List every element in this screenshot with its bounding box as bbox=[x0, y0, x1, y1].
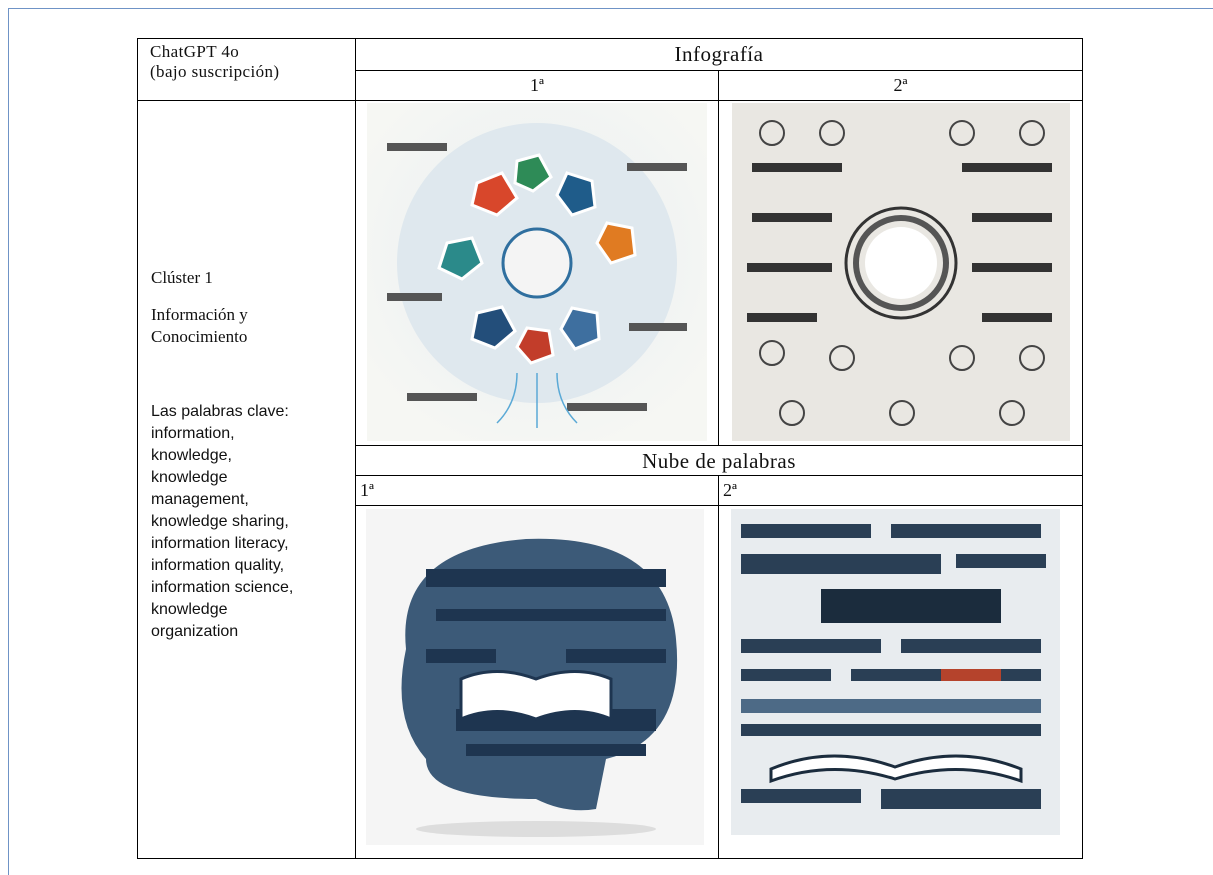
keyword-line: information, bbox=[151, 425, 235, 442]
row-label-cell: Clúster 1 Información y Conocimiento Las… bbox=[137, 100, 356, 859]
model-name: ChatGPT 4o bbox=[150, 42, 240, 61]
cluster-name: Clúster 1 bbox=[151, 268, 213, 287]
cluster-topic: Información y Conocimiento bbox=[151, 304, 355, 348]
keyword-line: knowledge, bbox=[151, 447, 232, 464]
infographic-image bbox=[367, 103, 707, 441]
keyword-line: knowledge bbox=[151, 469, 228, 486]
column-label: 1ª bbox=[355, 475, 719, 506]
keyword-line: information science, bbox=[151, 579, 294, 596]
keywords-heading: Las palabras clave: bbox=[151, 403, 289, 420]
corner-cell: ChatGPT 4o (bajo suscripción) bbox=[137, 38, 356, 101]
image-cell bbox=[718, 505, 1083, 859]
frame-border bbox=[8, 8, 9, 875]
column-label: 2ª bbox=[718, 475, 1083, 506]
infographic-image bbox=[732, 103, 1070, 441]
keyword-line: information quality, bbox=[151, 557, 285, 574]
model-note: (bajo suscripción) bbox=[150, 62, 280, 81]
section-title: Infografía bbox=[355, 38, 1083, 71]
keyword-line: information literacy, bbox=[151, 535, 289, 552]
word-cloud-image bbox=[366, 509, 704, 845]
keyword-line: knowledge bbox=[151, 601, 228, 618]
keywords: Las palabras clave: information, knowledg… bbox=[151, 401, 355, 643]
frame-border bbox=[8, 8, 1213, 9]
column-label: 1ª bbox=[355, 70, 719, 101]
topic-line: Información y bbox=[151, 305, 248, 324]
keyword-line: organization bbox=[151, 623, 239, 640]
topic-line: Conocimiento bbox=[151, 327, 248, 346]
column-label: 2ª bbox=[718, 70, 1083, 101]
word-cloud-image bbox=[731, 509, 1060, 835]
keyword-line: knowledge sharing, bbox=[151, 513, 289, 530]
keyword-line: management, bbox=[151, 491, 249, 508]
section-title: Nube de palabras bbox=[355, 445, 1083, 476]
